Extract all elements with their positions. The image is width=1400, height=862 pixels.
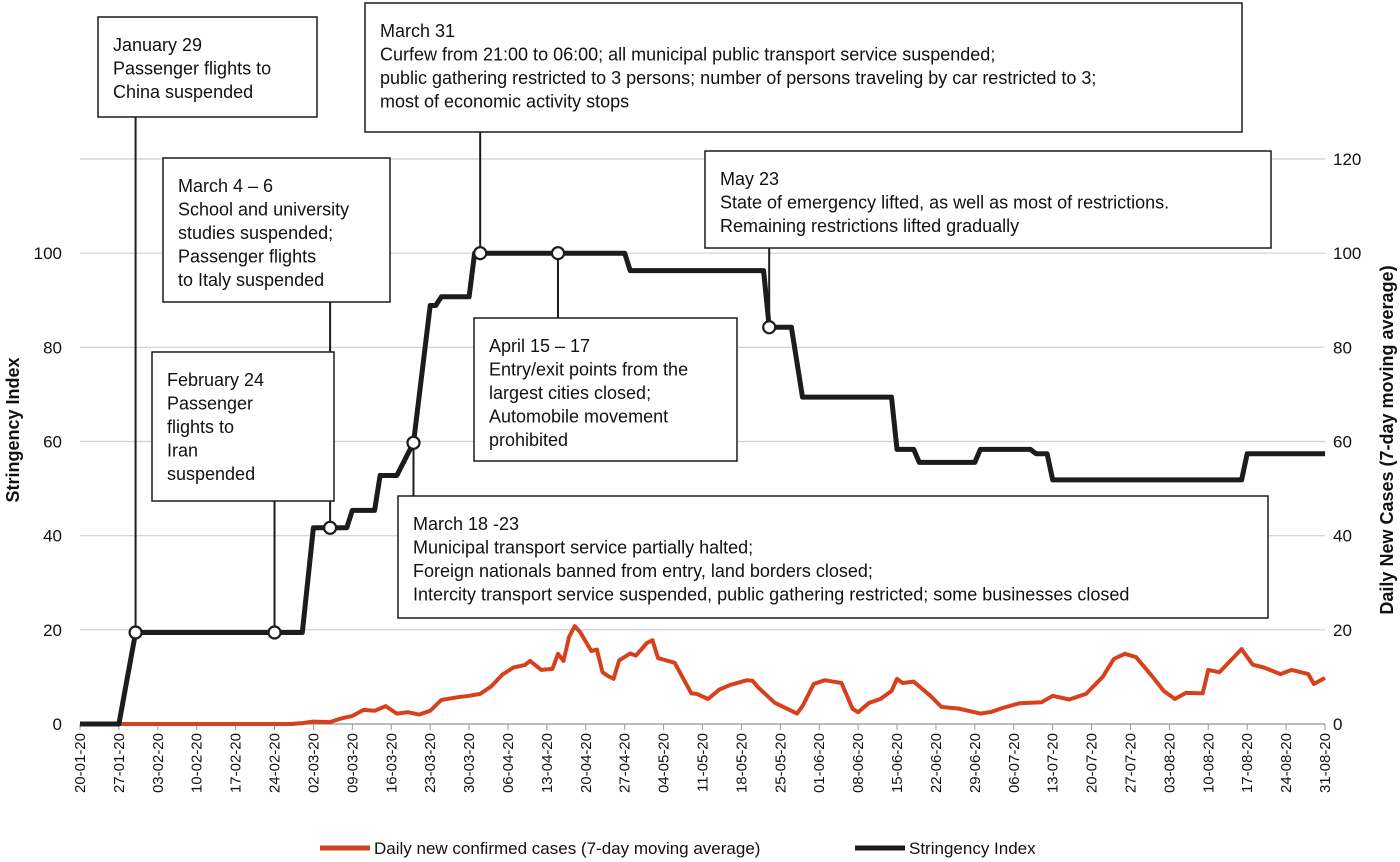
y-tick-label: 60 (43, 433, 62, 452)
x-tick-label: 29-06-20 (967, 733, 984, 793)
x-tick-label: 09-03-20 (344, 733, 361, 793)
annotation-text: studies suspended; (178, 223, 333, 243)
annotation-box (473, 317, 738, 462)
annotation-text: School and university (178, 200, 349, 220)
x-tick-label: 20-04-20 (578, 733, 595, 793)
annotation-text: largest cities closed; (489, 383, 651, 403)
annotation-text: suspended (167, 464, 255, 484)
series-line (118, 624, 1326, 726)
legend-label: Daily new confirmed cases (7-day moving … (374, 839, 760, 858)
x-tick-label: 17-02-20 (228, 733, 245, 793)
annotation-text: flights to (167, 417, 234, 437)
x-tick-label: 03-08-20 (1161, 733, 1178, 793)
annotation-text: Foreign nationals banned from entry, lan… (413, 561, 873, 581)
x-tick-label: 27-04-20 (617, 733, 634, 793)
x-tick-label: 02-03-20 (305, 733, 322, 793)
x-tick-label: 27-01-20 (111, 733, 128, 793)
annotation-box (162, 157, 391, 303)
x-tick-label: 08-06-20 (850, 733, 867, 793)
legend-label: Stringency Index (909, 839, 1036, 858)
x-tick-label: 30-03-20 (461, 733, 478, 793)
annotation-text: March 4 – 6 (178, 176, 273, 196)
y2-tick-label: 100 (1333, 244, 1361, 263)
x-tick-label: 04-05-20 (656, 733, 673, 793)
x-tick-label: 25-05-20 (772, 733, 789, 793)
x-tick-label: 11-05-20 (695, 733, 712, 792)
x-tick-label: 03-02-20 (150, 733, 167, 793)
y2-tick-label: 20 (1333, 621, 1352, 640)
x-tick-label: 27-07-20 (1122, 733, 1139, 793)
annotation-box (364, 2, 1243, 133)
annotation-text: prohibited (489, 430, 568, 450)
annotation-point (406, 435, 421, 450)
annotation-text: Passenger flights to (113, 59, 271, 79)
annotation-text: Entry/exit points from the (489, 360, 688, 380)
annotation-text: China suspended (113, 82, 253, 102)
y-tick-label: 0 (53, 715, 62, 734)
y2-tick-label: 120 (1333, 150, 1361, 169)
y-tick-label: 20 (43, 621, 62, 640)
annotation-text: April 15 – 17 (489, 336, 590, 356)
x-tick-label: 31-08-20 (1317, 733, 1334, 793)
x-tick-label: 20-01-20 (72, 733, 89, 793)
annotation-point (762, 320, 777, 335)
annotation-text: May 23 (720, 169, 779, 189)
y2-tick-label: 80 (1333, 338, 1352, 357)
series-line (80, 250, 1325, 727)
x-tick-label: 23-03-20 (422, 733, 439, 793)
annotation-text: February 24 (167, 370, 264, 390)
annotation-text: Remaining restrictions lifted gradually (720, 216, 1019, 236)
x-tick-label: 18-05-20 (733, 733, 750, 793)
y-tick-label: 100 (34, 244, 62, 263)
x-tick-label: 06-07-20 (1006, 733, 1023, 793)
annotation-text: March 18 -23 (413, 514, 519, 534)
x-tick-label: 10-02-20 (189, 733, 206, 793)
annotation-box (151, 351, 335, 502)
annotation-point (267, 625, 282, 640)
annotation-point (550, 246, 566, 261)
x-tick-label: 06-04-20 (500, 733, 517, 793)
annotation-text: Curfew from 21:00 to 06:00; all municipa… (380, 45, 995, 65)
x-tick-label: 22-06-20 (928, 733, 945, 793)
annotation-box (97, 16, 318, 118)
annotation-text: Passenger flights (178, 247, 316, 267)
annotation-text: January 29 (113, 35, 202, 55)
x-tick-label: 20-07-20 (1084, 733, 1101, 793)
annotation-point (473, 246, 488, 261)
x-tick-label: 13-04-20 (539, 733, 556, 793)
x-tick-label: 13-07-20 (1045, 733, 1062, 793)
annotation-text: Automobile movement (489, 407, 668, 427)
x-tick-label: 01-06-20 (811, 733, 828, 793)
y-tick-label: 40 (43, 527, 62, 546)
annotation-text: Intercity transport service suspended, p… (413, 585, 1129, 605)
annotation-text: Iran (167, 441, 198, 461)
annotation-text: Municipal transport service partially ha… (413, 538, 753, 558)
y-tick-label: 80 (43, 338, 62, 357)
annotation-text: March 31 (380, 21, 455, 41)
x-tick-label: 24-08-20 (1278, 733, 1295, 793)
annotation-text: most of economic activity stops (380, 92, 629, 112)
annotation-text: to Italy suspended (178, 270, 324, 290)
x-tick-label: 16-03-20 (383, 733, 400, 793)
annotation-text: State of emergency lifted, as well as mo… (720, 193, 1169, 213)
annotation-box (704, 150, 1272, 249)
y2-axis-label: Daily New Cases (7-day moving average) (1377, 265, 1397, 614)
x-tick-label: 17-08-20 (1239, 733, 1256, 793)
annotation-point (323, 520, 338, 535)
y2-tick-label: 40 (1333, 527, 1352, 546)
annotation-text: public gathering restricted to 3 persons… (380, 68, 1096, 88)
x-tick-label: 24-02-20 (267, 733, 284, 793)
y2-tick-label: 60 (1333, 433, 1352, 452)
y2-tick-label: 0 (1333, 715, 1342, 734)
annotation-box (397, 495, 1269, 619)
x-tick-label: 10-08-20 (1200, 733, 1217, 793)
annotation-text: Passenger (167, 394, 253, 414)
annotation-point (128, 625, 143, 640)
y-axis-label: Stringency Index (3, 357, 23, 502)
x-tick-label: 15-06-20 (889, 733, 906, 793)
